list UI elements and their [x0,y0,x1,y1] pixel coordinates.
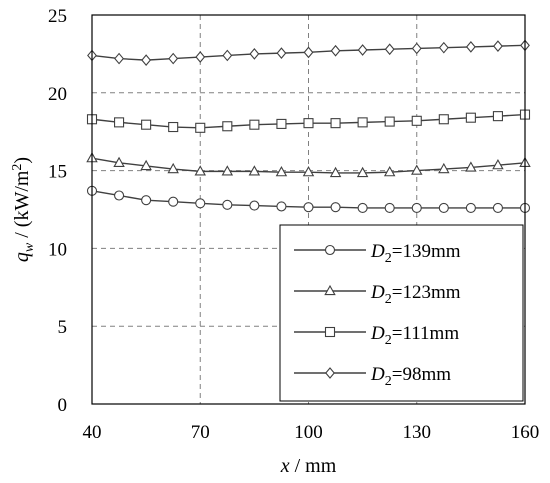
diamond-marker [141,54,152,66]
legend-item: D2=139mm [294,241,461,266]
square-marker [303,118,314,129]
triangle-marker [275,166,288,177]
square-marker [195,122,206,133]
circle-marker [438,202,449,213]
square-marker [114,117,125,128]
square-marker [276,118,287,129]
diamond-marker [249,48,260,60]
diamond-marker [411,42,422,55]
diamond-marker [384,43,395,56]
triangle-marker [167,162,179,174]
diamond-marker [325,367,335,379]
triangle-marker [113,156,125,167]
diamond-marker [168,52,179,65]
circle-marker [411,202,422,213]
circle-marker [249,200,260,211]
diamond-marker [438,41,449,54]
circle-marker [492,202,503,213]
y-tick-label: 20 [48,84,67,105]
diamond-marker [357,44,368,56]
y-tick-label: 15 [48,162,67,183]
square-marker [492,111,503,122]
x-tick-label: 70 [191,422,210,443]
y-tick-label: 0 [58,395,68,416]
x-tick-label: 40 [83,422,102,443]
diamond-marker [195,51,206,63]
square-marker [168,121,179,133]
diamond-marker [276,47,287,59]
series-3 [86,109,531,133]
legend-label: D2=98mm [370,364,451,389]
y-axis-label: qw / (kW/m2) [10,157,37,262]
plot-frame [91,14,526,405]
x-axis-label: x / mm [280,455,337,477]
diamond-marker [330,44,341,57]
triangle-marker [383,166,396,177]
circle-marker [141,195,152,206]
diamond-marker [493,40,503,52]
circle-marker [195,198,206,209]
y-tick-label: 5 [58,317,68,338]
circle-marker [330,202,341,213]
legend: D2=139mm D2=123mm D2=111mm D2=98mm [279,224,524,402]
square-marker [141,119,152,130]
circle-marker [384,202,395,213]
series-4 [87,39,530,66]
legend-label: D2=111mm [370,323,459,348]
square-marker [222,121,233,132]
square-marker [465,112,476,123]
circle-marker [357,202,368,213]
legend-item: D2=123mm [294,282,461,307]
square-marker [324,326,336,338]
legend-label: D2=123mm [370,282,461,307]
circle-marker [114,190,125,201]
circle-marker [222,199,233,210]
series-1 [86,185,531,213]
circle-marker [324,244,336,256]
triangle-marker [411,164,423,175]
square-marker [330,118,341,129]
legend-item: D2=98mm [294,364,451,389]
x-tick-label: 100 [294,422,323,443]
legend-label: D2=139mm [370,241,461,266]
x-tick-label: 130 [403,422,432,443]
diamond-marker [222,49,233,62]
tick-labels: 40 70 100 130 160 0 5 10 15 20 25 [48,6,539,443]
square-marker [384,116,395,127]
square-marker [357,117,368,128]
square-marker [411,115,422,126]
triangle-marker [356,166,369,178]
triangle-marker [302,166,315,177]
diamond-marker [303,46,314,59]
y-tick-label: 10 [48,239,67,260]
diamond-marker [114,52,124,65]
triangle-marker [324,284,336,296]
circle-marker [168,196,179,207]
triangle-marker [492,159,504,170]
y-tick-label: 25 [48,6,67,27]
square-marker [438,114,449,125]
circle-marker [465,202,476,213]
triangle-marker [221,165,234,176]
square-marker [249,119,260,130]
triangle-marker [194,165,206,176]
series-2 [86,152,531,178]
triangle-marker [329,166,342,178]
triangle-marker [438,162,450,174]
legend-item: D2=111mm [294,323,459,348]
triangle-marker [140,159,152,171]
series-group [86,39,531,213]
triangle-marker [248,165,261,176]
triangle-marker [465,161,477,172]
diamond-marker [465,41,476,53]
circle-marker [276,201,287,212]
legend-box [279,224,524,402]
circle-marker [303,202,314,213]
x-tick-label: 160 [511,422,540,443]
